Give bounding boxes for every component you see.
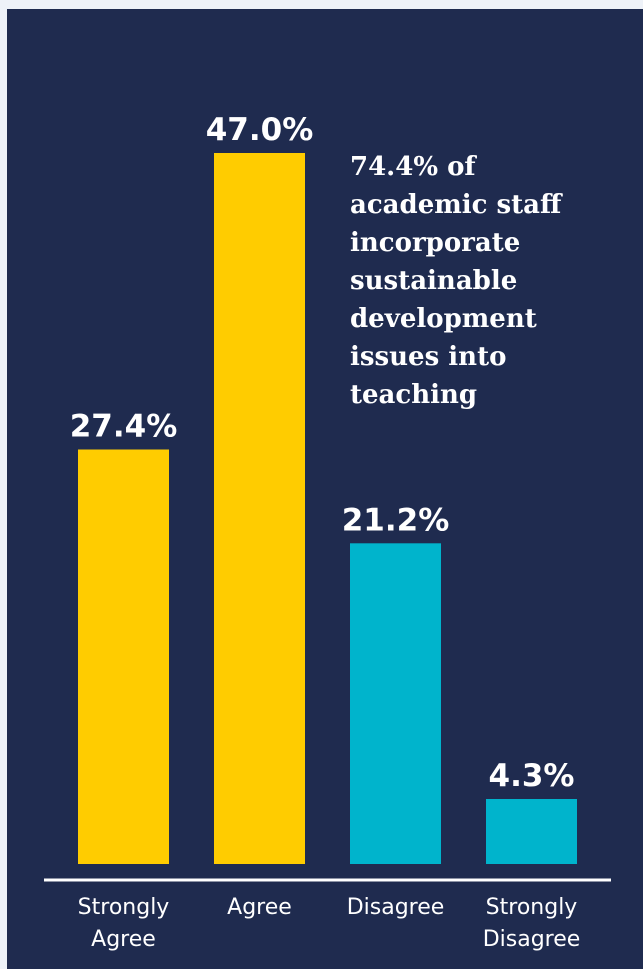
bar-strongly-disagree	[486, 799, 577, 864]
value-label-disagree: 21.2%	[342, 502, 450, 538]
category-label-agree: Agree	[227, 895, 292, 920]
value-label-strongly-agree: 27.4%	[70, 409, 178, 445]
category-labels-group: Strongly Agree Agree Disagree Strongly Disagr…	[78, 895, 581, 952]
bars-group	[78, 153, 577, 864]
category-label-strongly-agree: Strongly Agree	[78, 895, 170, 952]
bar-disagree	[350, 543, 441, 864]
bar-strongly-agree	[78, 449, 169, 864]
category-label-disagree: Disagree	[347, 895, 445, 920]
value-label-agree: 47.0%	[206, 112, 314, 148]
value-label-strongly-disagree: 4.3%	[489, 758, 575, 794]
category-label-strongly-disagree: Strongly Disagree	[483, 895, 581, 952]
chart-annotation: 74.4% of academic staff incorporate sust…	[350, 152, 562, 410]
bar-agree	[214, 153, 305, 864]
value-labels-group: 27.4% 47.0% 21.2% 4.3%	[70, 112, 575, 794]
